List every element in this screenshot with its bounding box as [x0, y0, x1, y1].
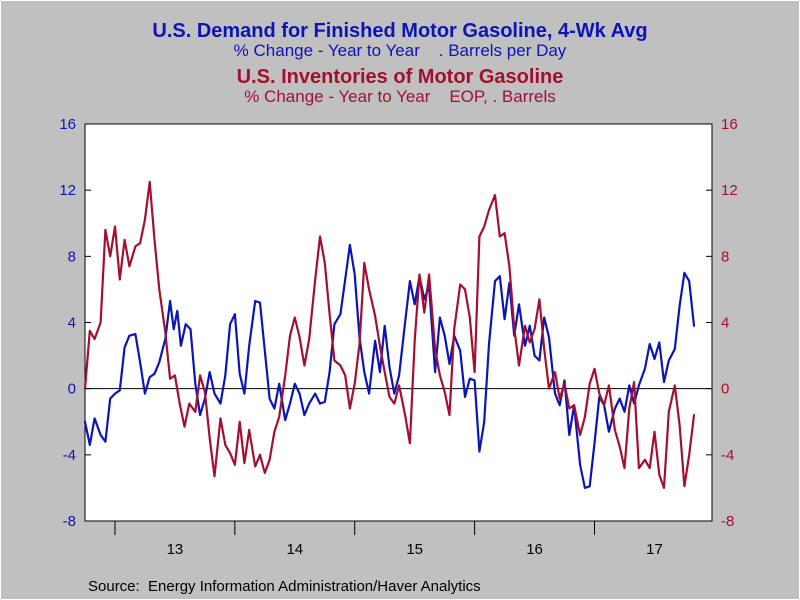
y-tick-label-right: -4: [721, 447, 734, 464]
x-tick-label: 14: [286, 541, 303, 558]
x-tick-label: 16: [526, 541, 543, 558]
y-tick-label-left: -8: [63, 513, 76, 530]
demand-title: U.S. Demand for Finished Motor Gasoline,…: [152, 20, 648, 42]
inventories-title: U.S. Inventories of Motor Gasoline: [236, 66, 564, 88]
y-tick-label-right: 16: [721, 116, 738, 133]
y-tick-label-right: -8: [721, 513, 734, 530]
y-tick-label-right: 0: [721, 381, 729, 398]
x-tick-label: 13: [167, 541, 184, 558]
source-note: Source: Energy Information Administratio…: [88, 578, 481, 595]
y-tick-label-left: -4: [63, 447, 76, 464]
demand-series-line: [83, 243, 696, 489]
y-tick-label-right: 12: [721, 182, 738, 199]
y-tick-label-left: 8: [68, 248, 76, 265]
y-tick-label-right: 4: [721, 315, 729, 332]
y-tick-label-left: 12: [59, 182, 76, 199]
y-tick-label-left: 0: [68, 381, 76, 398]
x-tick-label: 15: [406, 541, 423, 558]
inventories-series-line: [83, 180, 696, 489]
inventories-subtitle: % Change - Year to Year EOP, . Barrels: [244, 87, 556, 106]
y-tick-label-right: 8: [721, 248, 729, 265]
y-tick-label-left: 4: [68, 315, 76, 332]
x-tick-label: 17: [646, 541, 663, 558]
y-tick-label-left: 16: [59, 116, 76, 133]
plot-area: [84, 123, 713, 522]
demand-subtitle: % Change - Year to Year . Barrels per Da…: [233, 41, 567, 60]
